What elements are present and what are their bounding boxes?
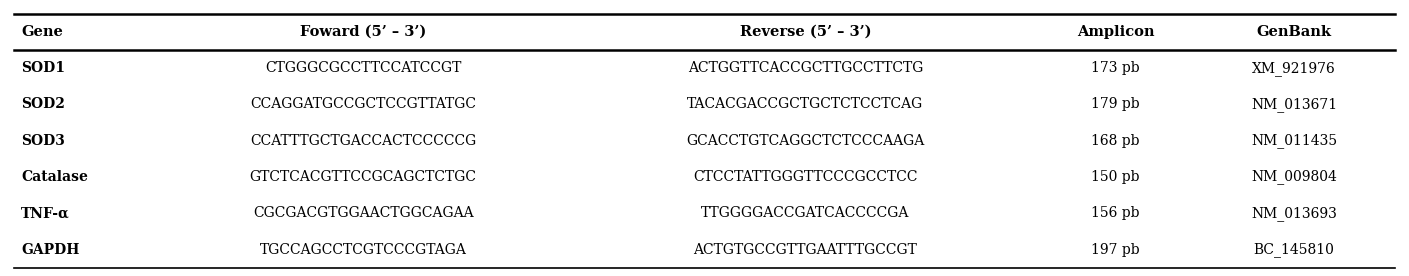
Text: XM_921976: XM_921976 [1253, 61, 1336, 76]
Text: GCACCTGTCAGGCTCTCCCAAGA: GCACCTGTCAGGCTCTCCCAAGA [686, 134, 924, 148]
Text: NM_011435: NM_011435 [1251, 133, 1337, 148]
Text: 150 pb: 150 pb [1092, 170, 1140, 184]
Text: Amplicon: Amplicon [1076, 25, 1154, 39]
Text: GAPDH: GAPDH [21, 243, 79, 257]
Text: Gene: Gene [21, 25, 63, 39]
Text: SOD1: SOD1 [21, 61, 65, 75]
Text: 179 pb: 179 pb [1092, 97, 1140, 112]
Text: 168 pb: 168 pb [1092, 134, 1140, 148]
Text: ACTGGTTCACCGCTTGCCTTCTG: ACTGGTTCACCGCTTGCCTTCTG [688, 61, 923, 75]
Text: TNF-α: TNF-α [21, 206, 70, 220]
Text: SOD2: SOD2 [21, 97, 65, 112]
Text: TGCCAGCCTCGTCCCGTAGA: TGCCAGCCTCGTCCCGTAGA [259, 243, 466, 257]
Text: GTCTCACGTTCCGCAGCTCTGC: GTCTCACGTTCCGCAGCTCTGC [249, 170, 476, 184]
Text: CTGGGCGCCTTCCATCCGT: CTGGGCGCCTTCCATCCGT [265, 61, 461, 75]
Text: 197 pb: 197 pb [1092, 243, 1140, 257]
Text: GenBank: GenBank [1257, 25, 1332, 39]
Text: 173 pb: 173 pb [1092, 61, 1140, 75]
Text: TACACGACCGCTGCTCTCCTCAG: TACACGACCGCTGCTCTCCTCAG [688, 97, 923, 112]
Text: CTCCTATTGGGTTCCCGCCTCC: CTCCTATTGGGTTCCCGCCTCC [693, 170, 917, 184]
Text: BC_145810: BC_145810 [1254, 242, 1334, 257]
Text: NM_013671: NM_013671 [1251, 97, 1337, 112]
Text: Foward (5’ – 3’): Foward (5’ – 3’) [300, 25, 427, 39]
Text: TTGGGGACCGATCACCCCGA: TTGGGGACCGATCACCCCGA [702, 206, 910, 220]
Text: CCAGGATGCCGCTCCGTTATGC: CCAGGATGCCGCTCCGTTATGC [251, 97, 476, 112]
Text: SOD3: SOD3 [21, 134, 65, 148]
Text: ACTGTGCCGTTGAATTTGCCGT: ACTGTGCCGTTGAATTTGCCGT [693, 243, 917, 257]
Text: NM_009804: NM_009804 [1251, 169, 1337, 184]
Text: Reverse (5’ – 3’): Reverse (5’ – 3’) [740, 25, 871, 39]
Text: CCATTTGCTGACCACTCCCCCG: CCATTTGCTGACCACTCCCCCG [249, 134, 476, 148]
Text: Catalase: Catalase [21, 170, 87, 184]
Text: NM_013693: NM_013693 [1251, 206, 1337, 221]
Text: CGCGACGTGGAACTGGCAGAA: CGCGACGTGGAACTGGCAGAA [252, 206, 473, 220]
Text: 156 pb: 156 pb [1092, 206, 1140, 220]
